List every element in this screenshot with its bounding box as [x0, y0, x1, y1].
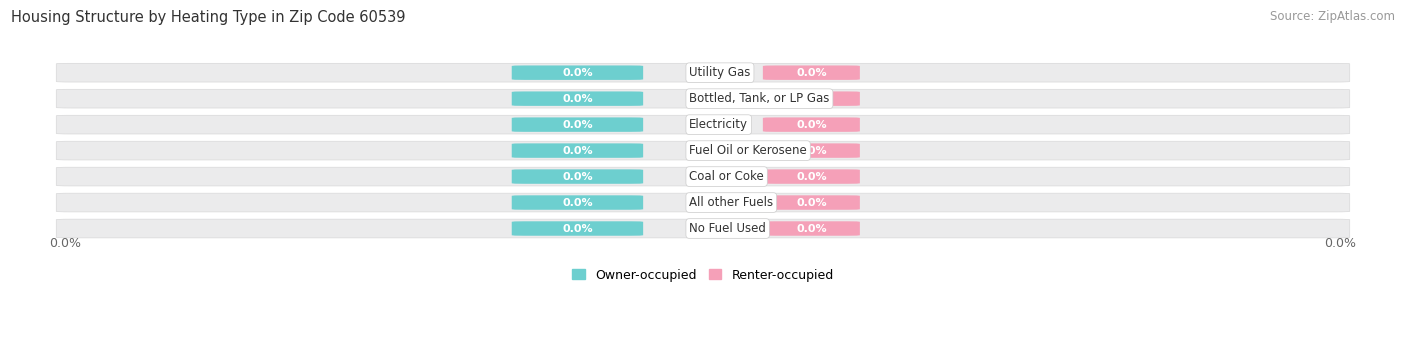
Legend: Owner-occupied, Renter-occupied: Owner-occupied, Renter-occupied: [568, 264, 838, 287]
FancyBboxPatch shape: [763, 195, 860, 210]
FancyBboxPatch shape: [512, 169, 643, 184]
FancyBboxPatch shape: [512, 117, 643, 132]
Text: All other Fuels: All other Fuels: [689, 196, 773, 209]
Text: 0.0%: 0.0%: [562, 120, 593, 130]
FancyBboxPatch shape: [56, 89, 1350, 108]
Text: 0.0%: 0.0%: [796, 146, 827, 156]
Text: 0.0%: 0.0%: [562, 68, 593, 78]
FancyBboxPatch shape: [512, 66, 643, 80]
Text: 0.0%: 0.0%: [796, 94, 827, 104]
Text: 0.0%: 0.0%: [796, 223, 827, 234]
Text: Source: ZipAtlas.com: Source: ZipAtlas.com: [1270, 10, 1395, 23]
FancyBboxPatch shape: [763, 66, 860, 80]
Text: 0.0%: 0.0%: [562, 198, 593, 207]
FancyBboxPatch shape: [763, 169, 860, 184]
Text: 0.0%: 0.0%: [796, 120, 827, 130]
Text: Fuel Oil or Kerosene: Fuel Oil or Kerosene: [689, 144, 807, 157]
Text: Electricity: Electricity: [689, 118, 748, 131]
Text: 0.0%: 0.0%: [562, 94, 593, 104]
Text: 0.0%: 0.0%: [796, 68, 827, 78]
FancyBboxPatch shape: [56, 115, 1350, 134]
FancyBboxPatch shape: [512, 221, 643, 236]
FancyBboxPatch shape: [763, 221, 860, 236]
FancyBboxPatch shape: [56, 193, 1350, 212]
Text: 0.0%: 0.0%: [562, 172, 593, 182]
Text: No Fuel Used: No Fuel Used: [689, 222, 766, 235]
Text: 0.0%: 0.0%: [796, 198, 827, 207]
Text: 0.0%: 0.0%: [796, 172, 827, 182]
FancyBboxPatch shape: [512, 91, 643, 106]
FancyBboxPatch shape: [512, 143, 643, 158]
Text: 0.0%: 0.0%: [49, 237, 82, 250]
Text: 0.0%: 0.0%: [562, 223, 593, 234]
Text: 0.0%: 0.0%: [1324, 237, 1357, 250]
FancyBboxPatch shape: [56, 167, 1350, 186]
Text: 0.0%: 0.0%: [562, 146, 593, 156]
FancyBboxPatch shape: [56, 141, 1350, 160]
Text: Utility Gas: Utility Gas: [689, 66, 751, 79]
FancyBboxPatch shape: [512, 195, 643, 210]
FancyBboxPatch shape: [56, 219, 1350, 238]
FancyBboxPatch shape: [763, 143, 860, 158]
FancyBboxPatch shape: [763, 91, 860, 106]
Text: Housing Structure by Heating Type in Zip Code 60539: Housing Structure by Heating Type in Zip…: [11, 10, 406, 25]
FancyBboxPatch shape: [56, 63, 1350, 82]
Text: Bottled, Tank, or LP Gas: Bottled, Tank, or LP Gas: [689, 92, 830, 105]
FancyBboxPatch shape: [763, 117, 860, 132]
Text: Coal or Coke: Coal or Coke: [689, 170, 763, 183]
